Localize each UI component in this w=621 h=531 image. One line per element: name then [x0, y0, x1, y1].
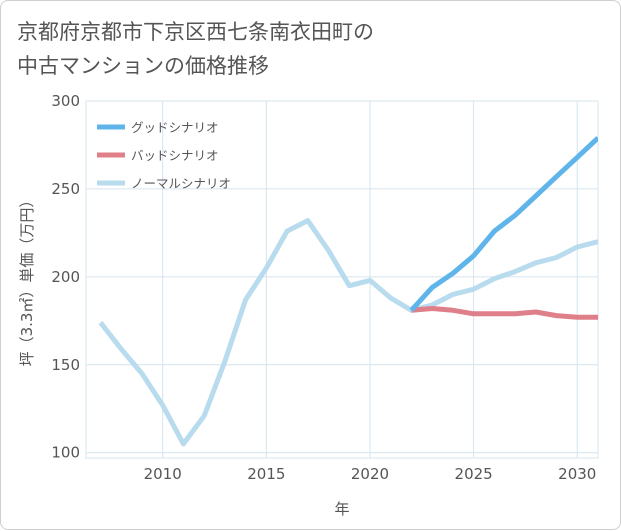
y-tick-label: 250 [51, 180, 80, 198]
chart-title: 京都府京都市下京区西七条南衣田町の 中古マンションの価格推移 [17, 15, 374, 83]
legend-label: バッドシナリオ [131, 148, 219, 163]
series-line-1 [411, 306, 598, 320]
y-tick-label: 200 [51, 268, 80, 286]
y-axis-label: 坪（3.3㎡）単価（万円） [18, 193, 36, 367]
series-line-0 [409, 136, 598, 312]
chart-title-line-2: 中古マンションの価格推移 [17, 54, 269, 78]
y-tick-label: 300 [51, 92, 80, 110]
series-lines [98, 136, 598, 447]
x-axis-label: 年 [334, 500, 349, 518]
y-tick-label: 100 [51, 444, 80, 462]
axes: 100 150 200 250 300 2010 2015 2020 2025 2030 年 坪（3.… [18, 92, 596, 518]
x-tick-label: 2010 [144, 465, 182, 483]
chart-title-line-1: 京都府京都市下京区西七条南衣田町の [17, 20, 374, 44]
legend-label: ノーマルシナリオ [131, 176, 231, 191]
x-tick-label: 2020 [351, 465, 389, 483]
series-line-2 [98, 218, 598, 447]
x-tick-label: 2015 [247, 465, 285, 483]
x-tick-label: 2025 [455, 465, 493, 483]
y-tick-label: 150 [51, 356, 80, 374]
legend-label: グッドシナリオ [131, 120, 219, 135]
x-tick-label: 2030 [558, 465, 596, 483]
